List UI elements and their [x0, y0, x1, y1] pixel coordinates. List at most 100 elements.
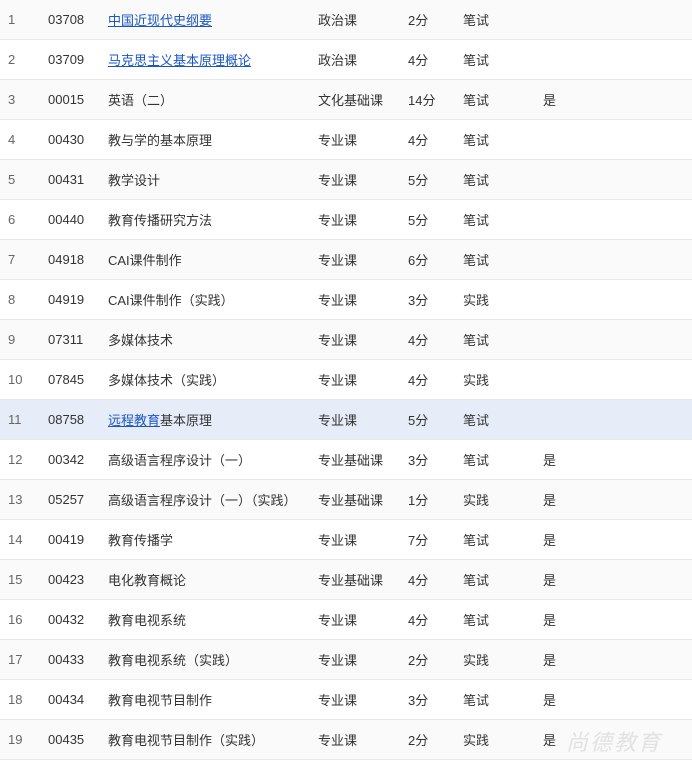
exam-method: 实践	[455, 480, 535, 520]
row-index: 6	[0, 200, 40, 240]
course-code: 03709	[40, 40, 100, 80]
row-index: 4	[0, 120, 40, 160]
course-type: 专业基础课	[310, 560, 400, 600]
table-row[interactable]: 1900435教育电视节目制作（实践）专业课2分实践是	[0, 720, 692, 760]
course-code: 04615	[40, 760, 100, 772]
course-name-cell: 教与学的基本原理	[100, 120, 310, 160]
exam-method: 笔试	[455, 440, 535, 480]
course-code: 00430	[40, 120, 100, 160]
flag-cell: 是	[535, 480, 585, 520]
course-type: 专业基础课	[310, 480, 400, 520]
course-code: 00419	[40, 520, 100, 560]
flag-cell: 是	[535, 560, 585, 600]
course-name-text: 多媒体技术（实践）	[108, 373, 225, 388]
course-name-cell: 多媒体技术（实践）	[100, 360, 310, 400]
course-type: 专业基础课	[310, 440, 400, 480]
exam-method: 笔试	[455, 40, 535, 80]
exam-method: 笔试	[455, 560, 535, 600]
flag-cell	[535, 40, 585, 80]
table-row[interactable]: 600440教育传播研究方法专业课5分笔试	[0, 200, 692, 240]
table-row[interactable]: 1305257高级语言程序设计（一）（实践）专业基础课1分实践是	[0, 480, 692, 520]
flag-cell: 是	[535, 720, 585, 760]
course-credit: 6分	[400, 240, 455, 280]
table-row[interactable]: 1108758远程教育基本原理专业课5分笔试	[0, 400, 692, 440]
course-type: 专业课	[310, 360, 400, 400]
row-index: 10	[0, 360, 40, 400]
flag-cell	[535, 120, 585, 160]
table-row[interactable]: 804919CAI课件制作（实践）专业课3分实践	[0, 280, 692, 320]
course-code: 00435	[40, 720, 100, 760]
course-credit: 4分	[400, 600, 455, 640]
course-name-cell: 电化教育概论	[100, 560, 310, 600]
exam-method: 笔试	[455, 120, 535, 160]
table-row[interactable]: 1400419教育传播学专业课7分笔试是	[0, 520, 692, 560]
table-row[interactable]: 1700433教育电视系统（实践）专业课2分实践是	[0, 640, 692, 680]
row-index: 1	[0, 0, 40, 40]
flag-cell	[535, 280, 585, 320]
flag-cell: 是	[535, 760, 585, 772]
course-code: 00342	[40, 440, 100, 480]
extra-cell	[585, 120, 692, 160]
course-name-text: 教育电视节目制作	[108, 693, 212, 708]
row-index: 2	[0, 40, 40, 80]
table-row[interactable]: 1500423电化教育概论专业基础课4分笔试是	[0, 560, 692, 600]
extra-cell	[585, 320, 692, 360]
course-name-link[interactable]: 马克思主义基本原理概论	[108, 53, 251, 68]
course-type: 专业课	[310, 600, 400, 640]
course-name-cell: CAI课件制作（实践）	[100, 280, 310, 320]
course-credit: 5分	[400, 200, 455, 240]
table-row[interactable]: 1200342高级语言程序设计（一）专业基础课3分笔试是	[0, 440, 692, 480]
row-index: 11	[0, 400, 40, 440]
course-name-cell: 多媒体技术	[100, 320, 310, 360]
row-index: 15	[0, 560, 40, 600]
course-code: 00431	[40, 160, 100, 200]
extra-cell	[585, 280, 692, 320]
exam-method: 实践	[455, 720, 535, 760]
course-type: 专业课	[310, 160, 400, 200]
flag-cell	[535, 200, 585, 240]
course-name-cell: 高级语言程序设计（一）	[100, 440, 310, 480]
table-row[interactable]: 400430教与学的基本原理专业课4分笔试	[0, 120, 692, 160]
course-name-text: 高级语言程序设计（一）（实践）	[108, 493, 297, 508]
table-row[interactable]: 1007845多媒体技术（实践）专业课4分实践	[0, 360, 692, 400]
exam-method: 实践	[455, 760, 535, 772]
row-index: 13	[0, 480, 40, 520]
course-code: 04918	[40, 240, 100, 280]
course-name-link[interactable]: 中国近现代史纲要	[108, 13, 212, 28]
exam-method: 笔试	[455, 400, 535, 440]
course-credit: 4分	[400, 320, 455, 360]
course-credit: 4分	[400, 120, 455, 160]
exam-method: 笔试	[455, 160, 535, 200]
table-row[interactable]: 103708中国近现代史纲要政治课2分笔试	[0, 0, 692, 40]
course-credit: 4分	[400, 40, 455, 80]
extra-cell	[585, 640, 692, 680]
row-index: 9	[0, 320, 40, 360]
row-index: 8	[0, 280, 40, 320]
row-index: 16	[0, 600, 40, 640]
table-row[interactable]: 2004615数据库系统原理（实践）专业基础课2分实践是	[0, 760, 692, 772]
table-row[interactable]: 1600432教育电视系统专业课4分笔试是	[0, 600, 692, 640]
course-name-text: CAI课件制作	[108, 253, 182, 268]
row-index: 3	[0, 80, 40, 120]
course-name-cell: CAI课件制作	[100, 240, 310, 280]
row-index: 19	[0, 720, 40, 760]
row-index: 20	[0, 760, 40, 772]
course-credit: 14分	[400, 80, 455, 120]
course-name-cell: 教育电视节目制作	[100, 680, 310, 720]
table-row[interactable]: 704918CAI课件制作专业课6分笔试	[0, 240, 692, 280]
flag-cell: 是	[535, 640, 585, 680]
course-credit: 3分	[400, 440, 455, 480]
table-row[interactable]: 1800434教育电视节目制作专业课3分笔试是	[0, 680, 692, 720]
table-row[interactable]: 500431教学设计专业课5分笔试	[0, 160, 692, 200]
table-row[interactable]: 300015英语（二）文化基础课14分笔试是	[0, 80, 692, 120]
flag-cell	[535, 360, 585, 400]
table-row[interactable]: 907311多媒体技术专业课4分笔试	[0, 320, 692, 360]
course-type: 专业课	[310, 640, 400, 680]
course-name-link[interactable]: 远程教育	[108, 413, 160, 428]
extra-cell	[585, 400, 692, 440]
row-index: 18	[0, 680, 40, 720]
course-credit: 7分	[400, 520, 455, 560]
course-type: 专业课	[310, 320, 400, 360]
extra-cell	[585, 560, 692, 600]
table-row[interactable]: 203709马克思主义基本原理概论政治课4分笔试	[0, 40, 692, 80]
